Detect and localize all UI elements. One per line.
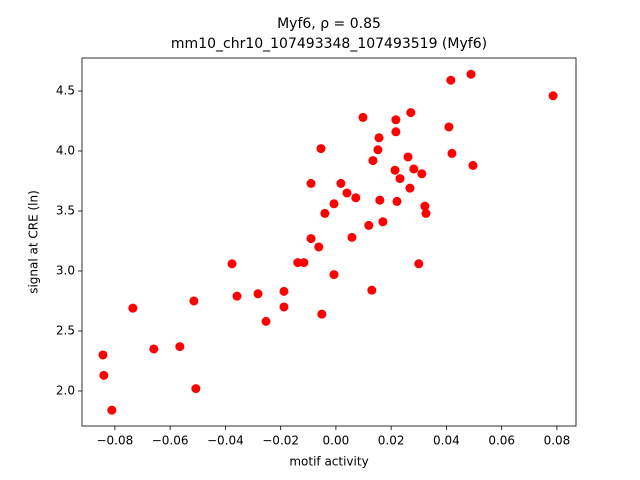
y-tick-label: 3.0 [56, 263, 75, 277]
point [403, 152, 413, 162]
point [414, 259, 424, 269]
point [342, 188, 352, 198]
point [375, 195, 385, 205]
point [98, 350, 108, 360]
point [149, 344, 159, 354]
point [421, 208, 431, 218]
x-tick-label: 0.08 [544, 434, 571, 448]
x-axis-label: motif activity [289, 455, 368, 469]
point [373, 145, 383, 155]
point [306, 178, 316, 188]
point [548, 91, 558, 101]
point [391, 127, 401, 137]
point [420, 201, 430, 211]
point [406, 108, 416, 118]
point [128, 303, 138, 313]
point [189, 296, 199, 306]
y-tick-label: 2.5 [56, 323, 75, 337]
point [329, 270, 339, 280]
point [351, 193, 361, 203]
chart-subtitle: mm10_chr10_107493348_107493519 (Myf6) [171, 36, 487, 52]
x-tick-label: −0.04 [207, 434, 244, 448]
x-tick-label: 0.02 [378, 434, 405, 448]
x-tick-label: −0.02 [262, 434, 299, 448]
point [175, 342, 185, 352]
y-tick-label: 2.0 [56, 383, 75, 397]
point [444, 122, 454, 132]
point [329, 199, 339, 209]
point [336, 178, 346, 188]
y-axis-label: signal at CRE (ln) [27, 190, 41, 294]
point [447, 148, 457, 158]
point [279, 286, 289, 296]
point [374, 133, 384, 143]
point [232, 291, 242, 301]
point [446, 75, 456, 85]
y-tick-label: 3.5 [56, 203, 75, 217]
point [316, 144, 326, 154]
plot-frame [81, 57, 577, 427]
point [417, 169, 427, 179]
point [368, 156, 378, 166]
point [392, 196, 402, 206]
point [99, 370, 109, 380]
point [347, 232, 357, 242]
point [364, 220, 374, 230]
x-tick-label: 0.00 [323, 434, 350, 448]
point [390, 165, 400, 175]
x-tick-label: −0.08 [96, 434, 133, 448]
x-tick-label: 0.04 [433, 434, 460, 448]
point [405, 183, 415, 193]
point [320, 208, 330, 218]
point [409, 164, 419, 174]
y-tick-label: 4.5 [56, 83, 75, 97]
point [107, 405, 117, 415]
y-tick-label: 4.0 [56, 143, 75, 157]
point [378, 217, 388, 227]
point [261, 316, 271, 326]
chart-title: Myf6, ρ = 0.85 [277, 16, 381, 32]
point [317, 309, 327, 319]
point [306, 234, 316, 244]
point [191, 384, 201, 394]
point [358, 112, 368, 122]
point [227, 259, 237, 269]
point [279, 302, 289, 312]
point [395, 174, 405, 184]
point [314, 242, 324, 252]
point [299, 258, 309, 268]
x-tick-label: −0.06 [152, 434, 189, 448]
x-tick-label: 0.06 [488, 434, 515, 448]
point [367, 285, 377, 295]
point [466, 69, 476, 79]
point [253, 289, 263, 299]
point [468, 160, 478, 170]
point [391, 115, 401, 125]
